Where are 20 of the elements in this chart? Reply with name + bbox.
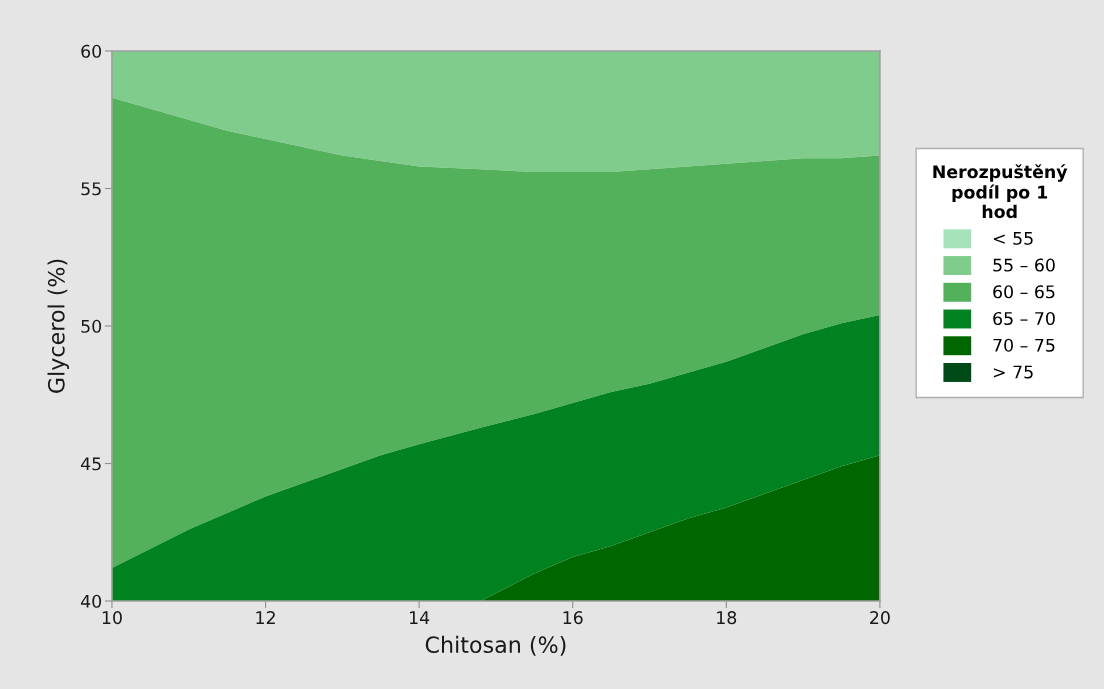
legend-title: Nerozpuštěný podíl po 1 hod: [933, 164, 1068, 219]
y-tick-label: 50: [81, 319, 102, 333]
x-tick-label: 18: [717, 611, 737, 625]
x-axis-title: Chitosan (%): [425, 635, 566, 656]
y-axis-title: Glycerol (%): [47, 259, 70, 393]
legend-label: 60 – 65: [993, 285, 1055, 299]
x-tick-label: 14: [409, 611, 430, 624]
y-tick-label: 45: [80, 457, 101, 471]
x-tick-label: 12: [256, 611, 275, 624]
legend-label: > 75: [993, 365, 1033, 379]
y-tick-label: 55: [81, 182, 101, 196]
legend-label: 70 – 75: [993, 338, 1055, 352]
legend-label: 55 – 60: [993, 258, 1055, 272]
legend-label: < 55: [993, 231, 1033, 245]
x-tick-label: 10: [102, 611, 122, 625]
x-tick-label: 16: [563, 611, 583, 625]
x-tick-label: 20: [870, 611, 890, 625]
legend-label: 65 – 70: [993, 311, 1055, 326]
y-tick-label: 60: [81, 44, 102, 58]
y-tick-label: 40: [80, 594, 102, 608]
